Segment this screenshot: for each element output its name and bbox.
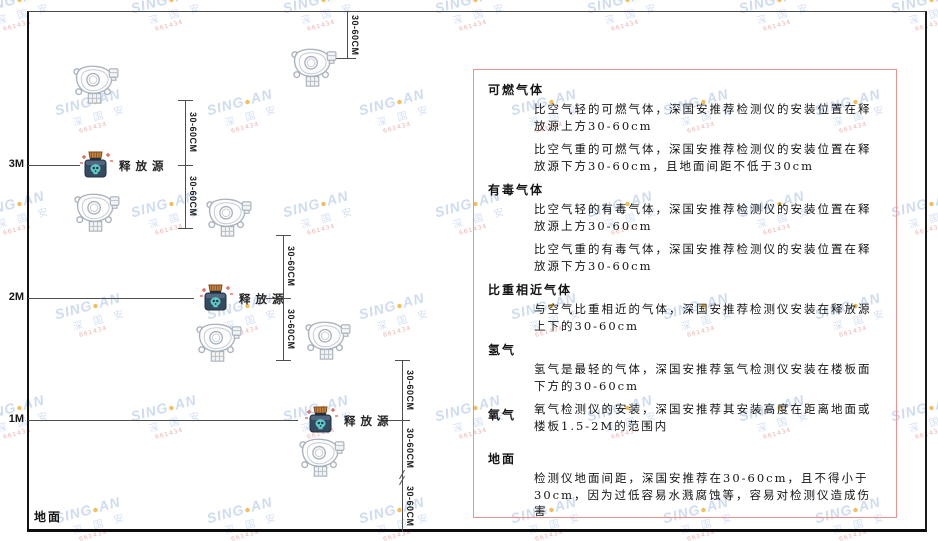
watermark-cjk-text: 深 国 安 (0, 498, 15, 537)
dim-line-2m (283, 235, 284, 360)
watermark-code-text: 661434 (0, 512, 17, 541)
watermark-dot-icon: ● (319, 0, 329, 7)
section-paragraph: 检测仪地面间距，深国安推荐在30-60cm，且不得小于30cm，因为过低容易水溅… (534, 471, 871, 518)
dim-tick (276, 235, 291, 236)
dim-label: 30-60CM (350, 14, 360, 56)
leader-line-1m (28, 420, 298, 421)
section-heading: 比重相近气体 (488, 283, 573, 297)
watermark-tile: SING●AN 深 国 安 661434 (0, 278, 17, 343)
dim-tick (276, 360, 291, 361)
gas-detector-icon (296, 437, 346, 479)
watermark-brand-text: SING●AN (0, 482, 11, 526)
section-hydrogen: 氢气 氢气是最轻的气体，深国安推荐氢气检测仪安装在楼板面下方的30-60cm (488, 341, 882, 394)
gas-detector-icon (203, 197, 253, 239)
section-combustible-gas: 可燃气体 比空气轻的可燃气体，深国安推荐检测仪的安装位置在释放源上方30-60c… (488, 81, 882, 174)
section-paragraph: 氧气检测仪的安装，深国安推荐其安装高度在距离地面或楼板1.5-2M的范围内 (534, 402, 872, 433)
dim-label: 30-60CM (405, 485, 415, 527)
section-paragraph: 比空气重的可燃气体，深国安推荐检测仪的安装位置在释放源下方30-60cm，且地面… (534, 142, 872, 173)
height-label-2m: 2M (8, 291, 24, 303)
gas-detector-icon (71, 192, 121, 234)
section-similar-density-gas: 比重相近气体 与空气比重相近的气体，深国安推荐检测仪安装在释放源上下的30-60… (488, 281, 882, 334)
connector-line-1m (380, 420, 402, 421)
dim-label: 30-60CM (188, 175, 198, 217)
gas-detector-icon (70, 64, 120, 106)
gas-detector-icon (193, 322, 243, 364)
release-source-icon (304, 406, 338, 434)
watermark-dot-icon: ● (167, 0, 177, 7)
watermark-dot-icon: ● (15, 0, 25, 7)
release-source-label: 释放源 (344, 414, 394, 428)
watermark-tile: SING●AN 深 国 安 661434 (0, 482, 17, 541)
section-paragraph: 比空气轻的有毒气体，深国安推荐检测仪的安装位置在释放源上方30-60cm (534, 202, 872, 233)
diagram-frame (27, 11, 927, 532)
watermark-code-text: 661434 (0, 308, 17, 339)
watermark-dot-icon: ● (775, 0, 785, 7)
dim-tick (276, 298, 291, 299)
watermark-code-text: 661434 (0, 104, 17, 135)
watermark-dot-icon: ● (15, 197, 25, 211)
watermark-brand-text: SING●AN (0, 74, 11, 118)
height-label-3m: 3M (8, 158, 24, 170)
section-paragraph: 比空气轻的可燃气体，深国安推荐检测仪的安装位置在释放源上方30-60cm (534, 102, 872, 133)
release-source-icon (79, 151, 113, 179)
dim-label: 30-60CM (405, 427, 415, 469)
release-source-label: 释放源 (239, 292, 289, 306)
release-source-icon (199, 284, 233, 312)
dim-tick (340, 11, 355, 12)
dim-label: 30-60CM (405, 369, 415, 411)
dim-tick (178, 100, 193, 101)
release-source-label: 释放源 (119, 159, 169, 173)
section-heading: 可燃气体 (488, 83, 545, 97)
dim-line-3m (185, 100, 186, 228)
guidelines-panel: 可燃气体 比空气轻的可燃气体，深国安推荐检测仪的安装位置在释放源上方30-60c… (473, 69, 897, 518)
section-toxic-gas: 有毒气体 比空气轻的有毒气体，深国安推荐检测仪的安装位置在释放源上方30-60c… (488, 181, 882, 274)
watermark-dot-icon: ● (927, 0, 937, 7)
connector-line-2m (266, 298, 283, 299)
dim-tick (178, 228, 193, 229)
leader-line-3m (28, 165, 80, 166)
gas-detector-icon (288, 47, 338, 89)
dim-tick (395, 420, 410, 421)
height-label-1m: 1M (8, 413, 24, 425)
watermark-tile: SING●AN 深 国 安 661434 (0, 74, 17, 139)
section-paragraph: 氢气是最轻的气体，深国安推荐氢气检测仪安装在楼板面下方的30-60cm (534, 362, 872, 393)
dim-tick (395, 360, 410, 361)
gas-detector-icon (302, 320, 352, 362)
watermark-dot-icon: ● (471, 0, 481, 7)
leader-line-2m (28, 298, 194, 299)
watermark-dot-icon: ● (927, 401, 937, 415)
section-ground: 地面 检测仪地面间距，深国安推荐在30-60cm，且不得小于30cm，因为过低容… (488, 450, 882, 518)
dim-label: 30-60CM (188, 111, 198, 153)
section-heading: 地面 (488, 452, 517, 466)
section-paragraph: 与空气比重相近的气体，深国安推荐检测仪安装在释放源上下的30-60cm (534, 302, 872, 333)
dim-line-ceiling (347, 12, 348, 58)
dim-label: 30-60CM (286, 245, 296, 287)
watermark-dot-icon: ● (927, 197, 937, 211)
ground-label: 地面 (34, 510, 63, 524)
watermark-cjk-text: 深 国 安 (0, 90, 15, 129)
dim-label: 30-60CM (286, 308, 296, 350)
dim-tick (178, 165, 193, 166)
section-oxygen: 氧气 氧气检测仪的安装，深国安推荐其安装高度在距离地面或楼板1.5-2M的范围内 (488, 401, 882, 434)
section-heading: 有毒气体 (488, 183, 545, 197)
section-heading: 氢气 (488, 343, 517, 357)
section-paragraph: 比空气重的有毒气体，深国安推荐检测仪的安装位置在释放源下方30-60cm (534, 242, 872, 273)
dim-line-1m (402, 360, 403, 532)
dim-tick (330, 58, 356, 59)
section-heading: 氧气 (488, 408, 517, 422)
watermark-dot-icon: ● (623, 0, 633, 7)
